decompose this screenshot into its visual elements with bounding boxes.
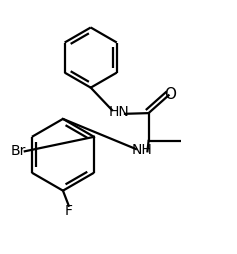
Text: HN: HN — [108, 105, 129, 119]
Text: O: O — [164, 87, 177, 102]
Text: F: F — [65, 204, 73, 218]
Text: Br: Br — [10, 144, 26, 158]
Text: NH: NH — [131, 143, 152, 157]
